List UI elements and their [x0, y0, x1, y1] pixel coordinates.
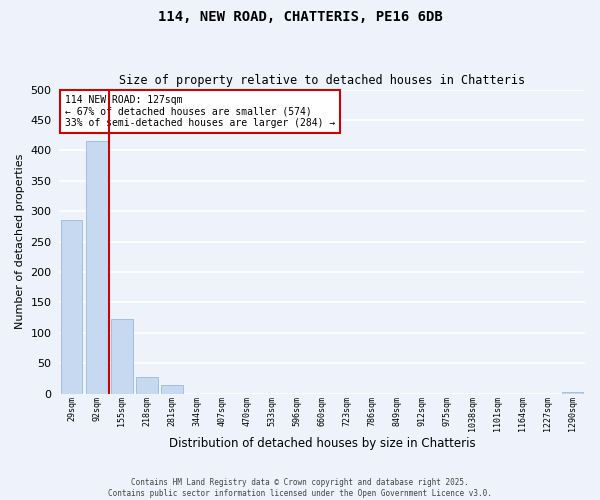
Y-axis label: Number of detached properties: Number of detached properties	[15, 154, 25, 330]
Text: 114, NEW ROAD, CHATTERIS, PE16 6DB: 114, NEW ROAD, CHATTERIS, PE16 6DB	[158, 10, 442, 24]
Bar	[86, 142, 107, 394]
Text: Contains HM Land Registry data © Crown copyright and database right 2025.
Contai: Contains HM Land Registry data © Crown c…	[108, 478, 492, 498]
Bar	[136, 376, 158, 394]
Bar	[61, 220, 82, 394]
Bar	[161, 384, 182, 394]
Bar	[111, 319, 133, 394]
Text: 114 NEW ROAD: 127sqm
← 67% of detached houses are smaller (574)
33% of semi-deta: 114 NEW ROAD: 127sqm ← 67% of detached h…	[65, 95, 335, 128]
Title: Size of property relative to detached houses in Chatteris: Size of property relative to detached ho…	[119, 74, 525, 87]
Bar	[562, 392, 583, 394]
X-axis label: Distribution of detached houses by size in Chatteris: Distribution of detached houses by size …	[169, 437, 475, 450]
